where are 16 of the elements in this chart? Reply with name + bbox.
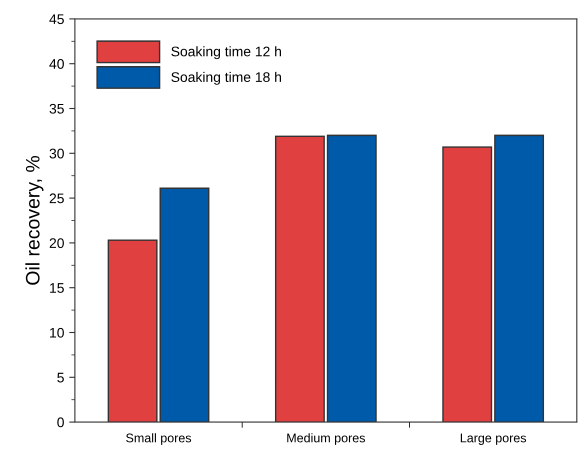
legend-label: Soaking time 18 h <box>171 72 281 85</box>
y-tick-label: 35 <box>50 104 64 114</box>
y-tick-label: 30 <box>50 148 64 158</box>
y-tick-label: 0 <box>57 417 64 428</box>
x-tick-label: Medium pores <box>287 433 365 445</box>
y-axis-title: Oil recovery, % <box>25 156 44 285</box>
x-tick-label: Large pores <box>460 434 526 445</box>
y-tick-label: 45 <box>49 14 64 24</box>
y-tick-label: 25 <box>50 193 64 204</box>
y-tick-label: 5 <box>57 372 64 382</box>
x-tick-label: Small pores <box>126 433 192 445</box>
y-tick-label: 10 <box>50 328 64 338</box>
legend-label: Soaking time 12 h <box>171 46 281 60</box>
y-tick-label: 40 <box>49 59 64 69</box>
y-tick-label: 15 <box>50 283 64 293</box>
y-tick-label: 20 <box>50 238 64 248</box>
